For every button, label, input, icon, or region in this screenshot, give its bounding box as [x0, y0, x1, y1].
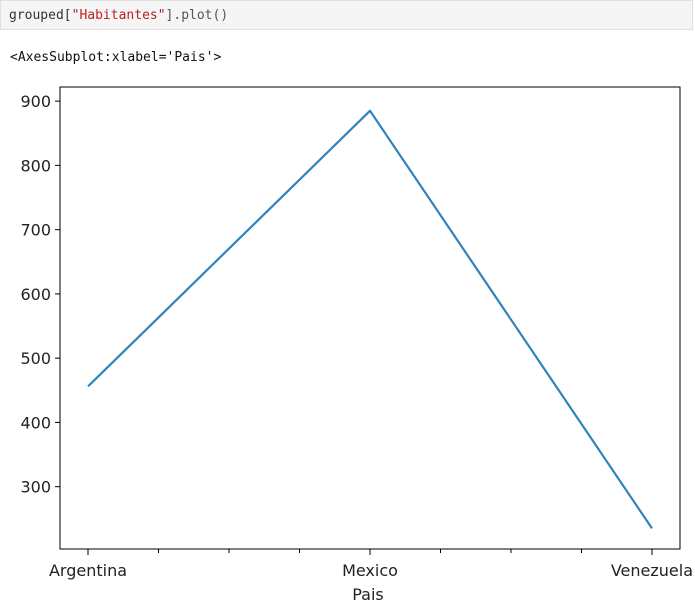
code-string: "Habitantes" — [71, 8, 166, 23]
output-repr: <AxesSubplot:xlabel='Pais'> — [10, 50, 222, 65]
x-tick-label: Venezuela — [611, 561, 693, 580]
x-tick-label: Mexico — [342, 561, 398, 580]
y-tick-label: 600 — [20, 285, 51, 304]
code-prefix: grouped[ — [9, 8, 72, 23]
y-tick-label: 500 — [20, 349, 51, 368]
plot-frame — [59, 86, 681, 550]
series-line — [87, 109, 653, 530]
code-suffix: ].plot() — [165, 8, 229, 23]
y-tick-label: 900 — [20, 92, 51, 111]
x-axis-label: Pais — [352, 585, 384, 604]
y-tick-label: 800 — [20, 156, 51, 175]
x-tick-label: Argentina — [49, 561, 127, 580]
y-tick-label: 400 — [20, 413, 51, 432]
y-tick-label: 700 — [20, 221, 51, 240]
code-cell[interactable]: grouped["Habitantes"].plot() — [0, 0, 693, 30]
y-tick-label: 300 — [20, 478, 51, 497]
